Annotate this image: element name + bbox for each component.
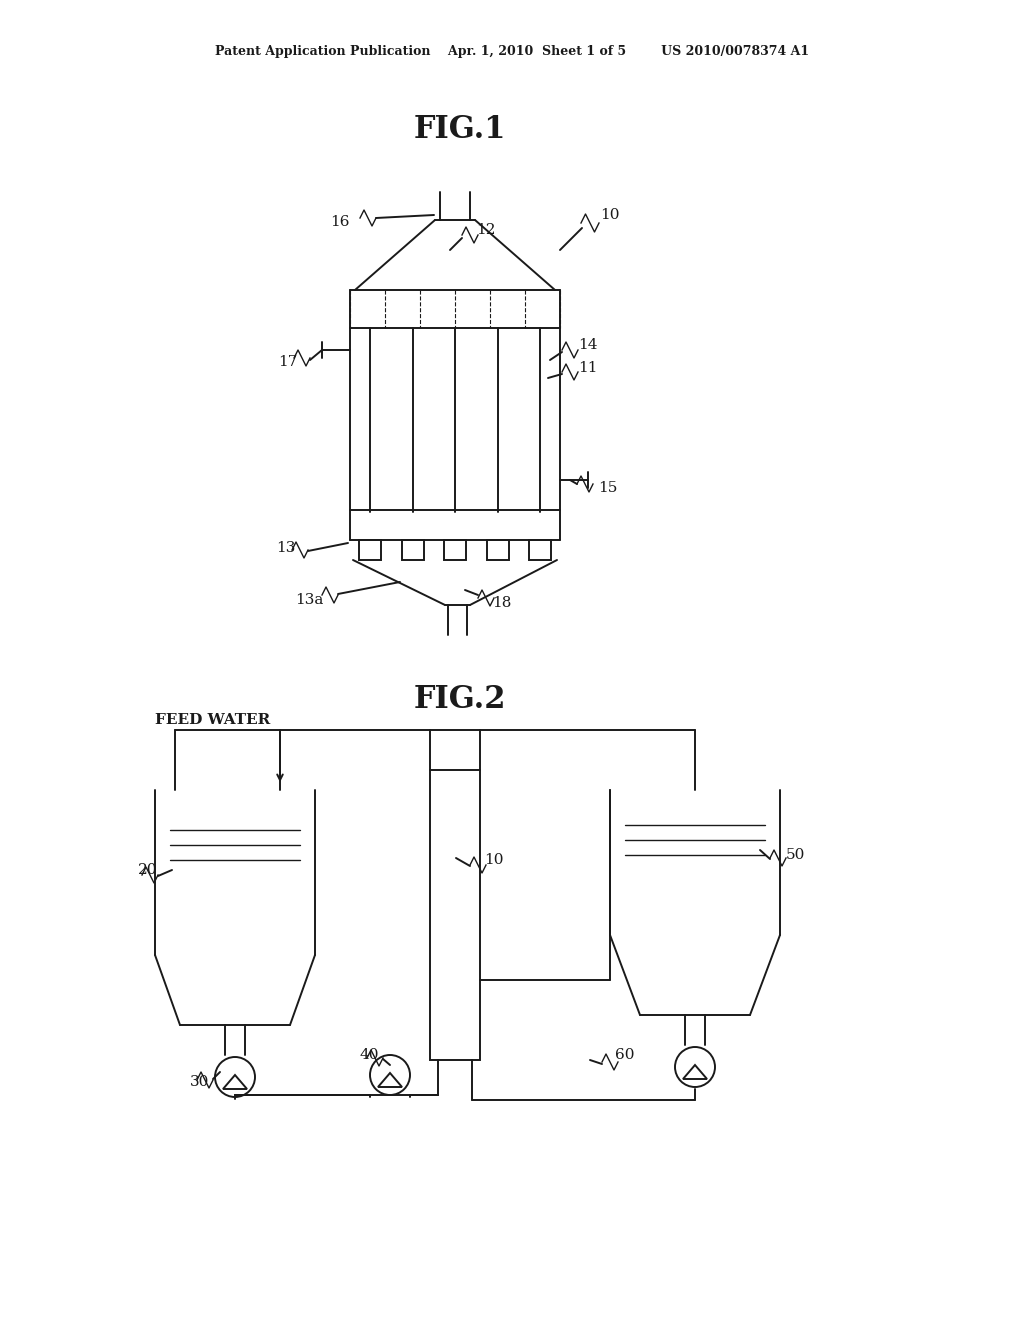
Text: 15: 15 <box>598 480 617 495</box>
Text: 20: 20 <box>138 863 158 876</box>
Text: FEED WATER: FEED WATER <box>155 713 270 727</box>
Bar <box>430 770 480 1060</box>
Bar <box>529 540 551 560</box>
Text: 14: 14 <box>578 338 597 352</box>
Text: FIG.2: FIG.2 <box>414 685 506 715</box>
Text: FIG.1: FIG.1 <box>414 115 506 145</box>
Text: 30: 30 <box>190 1074 209 1089</box>
Text: 40: 40 <box>360 1048 380 1063</box>
Text: 11: 11 <box>578 360 597 375</box>
Bar <box>486 540 509 560</box>
Text: 60: 60 <box>615 1048 635 1063</box>
Text: 17: 17 <box>278 355 297 370</box>
Text: 13a: 13a <box>295 593 324 607</box>
Bar <box>359 540 381 560</box>
Text: 12: 12 <box>476 223 496 238</box>
Text: 10: 10 <box>600 209 620 222</box>
Bar <box>444 540 466 560</box>
Text: 50: 50 <box>786 847 805 862</box>
Text: 16: 16 <box>330 215 349 228</box>
Text: 18: 18 <box>492 597 511 610</box>
Bar <box>401 540 424 560</box>
Text: 13: 13 <box>276 541 295 554</box>
Text: 10: 10 <box>484 853 504 867</box>
Text: Patent Application Publication    Apr. 1, 2010  Sheet 1 of 5        US 2010/0078: Patent Application Publication Apr. 1, 2… <box>215 45 809 58</box>
